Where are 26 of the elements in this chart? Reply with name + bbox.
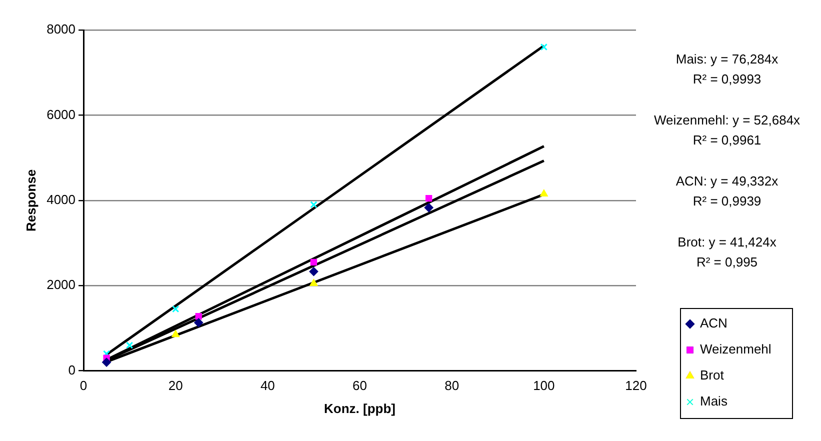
y-tick-label: 0 xyxy=(68,362,76,378)
legend-label: Mais xyxy=(700,394,728,409)
text: R² = 0,995 xyxy=(696,254,758,270)
x-tick-label: 80 xyxy=(444,378,460,394)
text: R² = 0,9993 xyxy=(692,72,762,87)
text: Weizenmehl: y = 52,684x xyxy=(654,112,801,128)
y-tick-label: 4000 xyxy=(46,192,76,207)
legend-label: ACN xyxy=(700,316,728,331)
text: R² = 0,9961 xyxy=(692,132,762,148)
x-tick-label: 120 xyxy=(625,378,647,394)
text: ACN: y = 49,332x xyxy=(676,174,779,189)
y-tick-label: 6000 xyxy=(46,106,76,122)
text: R² = 0,9939 xyxy=(692,194,762,209)
x-tick-label: 100 xyxy=(533,378,555,394)
text: Brot: y = 41,424x xyxy=(678,234,777,250)
legend-label: Brot xyxy=(700,368,724,383)
text: Mais: y = 76,284x xyxy=(676,52,779,67)
x-tick-label: 40 xyxy=(260,378,275,394)
y-axis-title: Response xyxy=(23,169,38,232)
y-tick-label: 8000 xyxy=(46,22,76,37)
legend-label: Weizenmehl xyxy=(700,342,772,357)
x-tick-label: 60 xyxy=(352,378,367,394)
y-tick-label: 2000 xyxy=(46,277,76,292)
x-axis-title: Konz. [ppb] xyxy=(324,400,396,416)
x-tick-label: 0 xyxy=(80,378,88,394)
x-tick-label: 20 xyxy=(168,378,183,394)
